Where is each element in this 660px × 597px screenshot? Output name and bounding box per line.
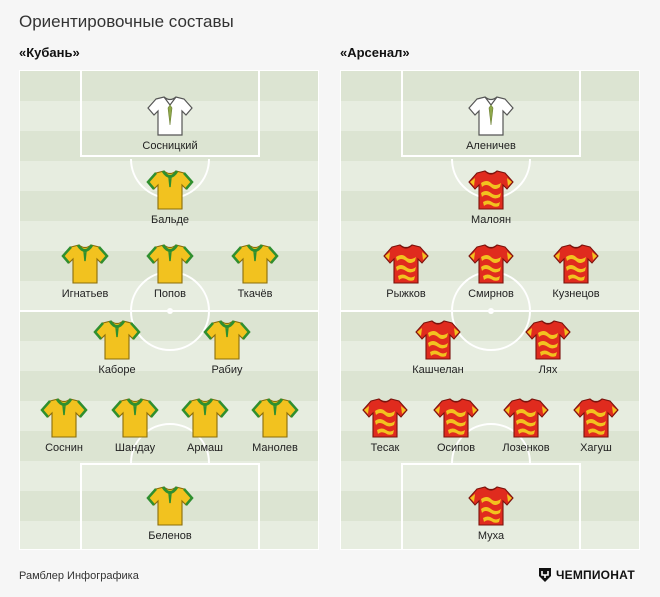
player: Бальде: [120, 169, 220, 227]
footer-credit: Рамблер Инфографика: [19, 570, 139, 582]
kuban-shirt-icon: [93, 320, 141, 360]
player-name: Игнатьев: [61, 288, 109, 300]
player-name: Муха: [477, 530, 505, 542]
player: Каборе: [67, 319, 167, 377]
player-name: Рабиу: [211, 364, 243, 376]
player: Попов: [120, 243, 220, 301]
player: Муха: [441, 485, 541, 543]
kuban-shirt-icon: [231, 244, 279, 284]
player-name: Шандау: [114, 442, 156, 454]
player-name: Бальде: [150, 214, 190, 226]
arsenal-shirt-icon: [573, 398, 619, 438]
arsenal-shirt-icon: [468, 170, 514, 210]
player-name: Попов: [154, 288, 186, 300]
page-title: Ориентировочные составы: [19, 12, 234, 31]
championat-logo-icon: [539, 568, 551, 582]
player: Рабиу: [177, 319, 277, 377]
player: Малоян: [441, 169, 541, 227]
player-name: Осипов: [436, 442, 476, 454]
kuban-shirt-icon: [146, 244, 194, 284]
goalkeeper-shirt-icon: [147, 96, 193, 136]
player: Аленичев: [441, 95, 541, 153]
player: Шандау: [85, 397, 185, 455]
player: Рыжков: [356, 243, 456, 301]
kuban-shirt-icon: [40, 398, 88, 438]
player-name: Малоян: [470, 214, 512, 226]
pitch-arsenal: Аленичев Малоян Рыжков Смирнов Кузнецов Кашче…: [340, 70, 640, 550]
player-name: Соснин: [45, 442, 83, 454]
player-name: Ткачёв: [237, 288, 273, 300]
pitch-kuban: Сосницкий Бальде Игнатьев Попов Ткачёв Каборе…: [19, 70, 319, 550]
player-name: Тесак: [370, 442, 400, 454]
player: Беленов: [120, 485, 220, 543]
player: Игнатьев: [35, 243, 135, 301]
arsenal-shirt-icon: [362, 398, 408, 438]
player-name: Кашчелан: [412, 364, 464, 376]
player-name: Манолев: [252, 442, 298, 454]
arsenal-shirt-icon: [433, 398, 479, 438]
player: Сосницкий: [120, 95, 220, 153]
kuban-shirt-icon: [111, 398, 159, 438]
player: Манолев: [225, 397, 318, 455]
player-name: Рыжков: [386, 288, 426, 300]
player: Осипов: [406, 397, 506, 455]
player: Лях: [498, 319, 598, 377]
player: Кузнецов: [526, 243, 626, 301]
player-name: Лях: [538, 364, 558, 376]
center-spot: [167, 308, 173, 314]
arsenal-shirt-icon: [525, 320, 571, 360]
player-name: Беленов: [148, 530, 192, 542]
arsenal-shirt-icon: [383, 244, 429, 284]
player-name: Кузнецов: [552, 288, 600, 300]
player: Хагуш: [546, 397, 639, 455]
player: Армаш: [155, 397, 255, 455]
player-name: Каборе: [98, 364, 136, 376]
player-name: Аленичев: [466, 140, 516, 152]
goalkeeper-shirt-icon: [468, 96, 514, 136]
team-name-kuban: «Кубань»: [19, 45, 80, 60]
penalty-box-bottom: [80, 463, 260, 549]
player: Соснин: [20, 397, 114, 455]
kuban-shirt-icon: [146, 486, 194, 526]
brand-logo[interactable]: ЧЕМПИОНАТ: [538, 567, 635, 583]
center-spot: [488, 308, 494, 314]
kuban-shirt-icon: [61, 244, 109, 284]
team-name-arsenal: «Арсенал»: [340, 45, 410, 60]
kuban-shirt-icon: [251, 398, 299, 438]
penalty-box-top: [80, 71, 260, 157]
kuban-shirt-icon: [181, 398, 229, 438]
kuban-shirt-icon: [203, 320, 251, 360]
arsenal-shirt-icon: [468, 486, 514, 526]
arsenal-shirt-icon: [503, 398, 549, 438]
brand-name: ЧЕМПИОНАТ: [556, 568, 635, 582]
arsenal-shirt-icon: [415, 320, 461, 360]
penalty-box-top: [401, 71, 581, 157]
arsenal-shirt-icon: [553, 244, 599, 284]
kuban-shirt-icon: [146, 170, 194, 210]
player-name: Смирнов: [468, 288, 514, 300]
player-name: Сосницкий: [142, 140, 198, 152]
player: Тесак: [341, 397, 435, 455]
player-name: Армаш: [187, 442, 223, 454]
arsenal-shirt-icon: [468, 244, 514, 284]
player: Смирнов: [441, 243, 541, 301]
player-name: Лозенков: [502, 442, 550, 454]
penalty-box-bottom: [401, 463, 581, 549]
player: Ткачёв: [205, 243, 305, 301]
player-name: Хагуш: [580, 442, 612, 454]
player: Кашчелан: [388, 319, 488, 377]
player: Лозенков: [476, 397, 576, 455]
